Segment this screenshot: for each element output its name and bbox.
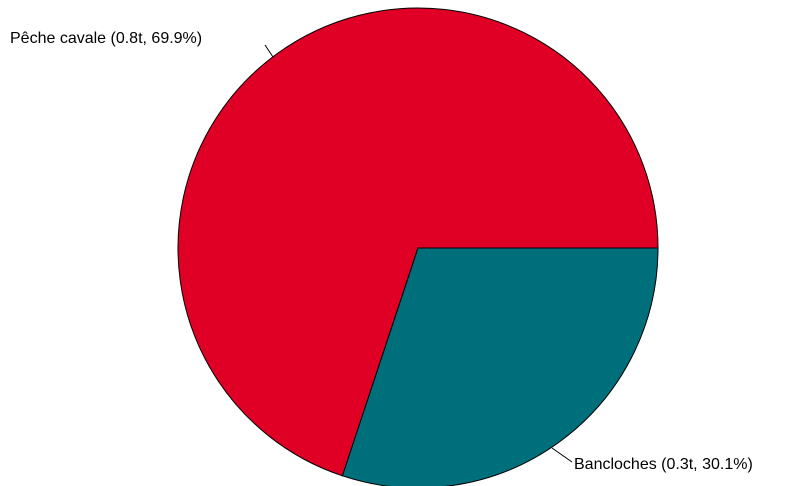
pie-slice-label: Pêche cavale (0.8t, 69.9%) (10, 30, 202, 47)
pie-slice-p-che-cavale (177, 7, 659, 477)
pie-labels: Pêche cavale (0.8t, 69.9%) Bancloches (0.… (10, 30, 753, 473)
pie-slice-label: Bancloches (0.3t, 30.1%) (574, 456, 753, 473)
pie-label-leader (264, 44, 274, 58)
pie-label-leaders (264, 44, 573, 463)
pie-slice-bancloches (341, 247, 659, 486)
pie-slices (177, 7, 659, 486)
pie-label-leader (551, 447, 573, 463)
